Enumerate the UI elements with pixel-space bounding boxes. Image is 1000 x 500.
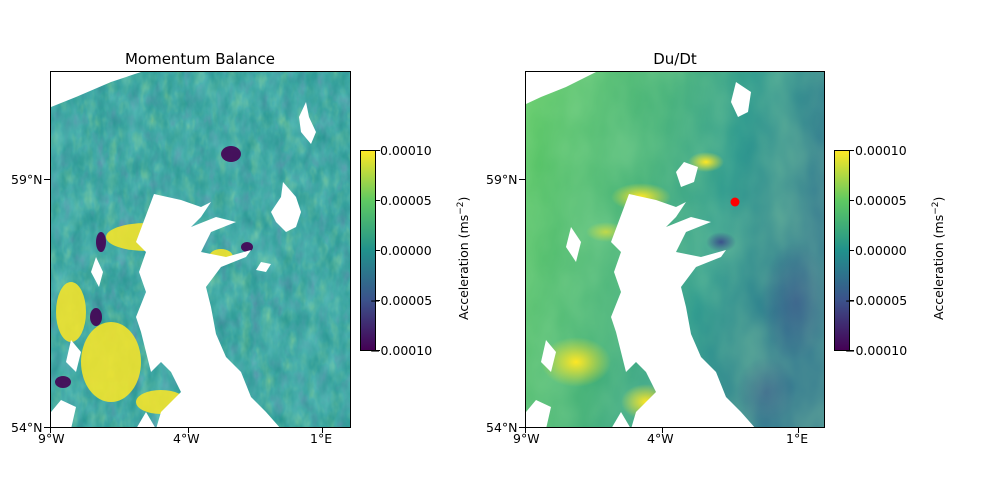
colorbar-tick-label: −0.00010 — [370, 343, 433, 358]
colorbar — [834, 150, 850, 351]
colorbar-tick-label: 0.00010 — [855, 143, 907, 158]
tick-mark — [519, 427, 525, 428]
no-data-corner — [526, 72, 596, 104]
colorbar-tick — [850, 150, 854, 151]
colorbar-tick — [850, 250, 854, 251]
tick-mark — [798, 428, 799, 433]
colorbar-title-text: Acceleration (ms — [931, 214, 947, 320]
colorbar-tick-label: −0.00005 — [370, 293, 433, 308]
map-momentum-balance[interactable] — [50, 71, 351, 428]
colorbar-tick — [376, 350, 380, 351]
tick-mark — [322, 428, 323, 433]
colorbar-title: Acceleration (ms−2) — [456, 197, 471, 320]
colorbar-tick-label: −0.00010 — [845, 343, 908, 358]
x-tick-label: 1°E — [786, 431, 809, 446]
colorbar-title-exponent: −2 — [456, 201, 466, 215]
land — [526, 82, 755, 427]
colorbar-title-close: ) — [456, 196, 472, 202]
location-marker — [730, 197, 740, 207]
tick-mark — [44, 179, 50, 180]
x-tick-label: 1°E — [310, 431, 333, 446]
colorbar-tick — [850, 300, 854, 301]
tick-mark — [50, 428, 51, 433]
y-tick-label: 59°N — [11, 172, 43, 187]
tick-mark — [525, 428, 526, 433]
colorbar-title: Acceleration (ms−2) — [931, 197, 946, 320]
colorbar-tick — [376, 300, 380, 301]
tick-mark — [188, 428, 189, 433]
colorbar-tick — [850, 200, 854, 201]
low-anomaly-patches — [706, 232, 824, 427]
colorbar-title-text: Acceleration (ms — [456, 214, 472, 320]
panel-title: Momentum Balance — [124, 50, 276, 68]
colorbar-title-exponent: −2 — [931, 201, 941, 215]
colorbar-tick-label: −0.00005 — [845, 293, 908, 308]
colorbar-tick-label: 0.00000 — [380, 243, 432, 258]
colorbar-tick — [850, 350, 854, 351]
colorbar-tick-label: 0.00005 — [855, 193, 907, 208]
land — [51, 102, 316, 427]
y-tick-label: 54°N — [11, 420, 43, 435]
colorbar-tick-label: 0.00005 — [380, 193, 432, 208]
x-tick-label: 4°W — [173, 431, 200, 446]
x-tick-label: 9°W — [513, 431, 540, 446]
colorbar-title-close: ) — [931, 196, 947, 202]
colorbar-tick — [376, 150, 380, 151]
colorbar — [360, 150, 376, 351]
tick-mark — [519, 179, 525, 180]
colorbar-tick-label: 0.00000 — [855, 243, 907, 258]
map-du-dt[interactable] — [525, 71, 825, 428]
colorbar-tick — [376, 200, 380, 201]
low-anomaly-patches — [55, 146, 253, 388]
y-tick-label: 59°N — [486, 172, 518, 187]
panel-title: Du/Dt — [653, 50, 697, 68]
x-tick-label: 9°W — [38, 431, 65, 446]
no-data-corner — [51, 72, 141, 107]
colorbar-tick — [376, 250, 380, 251]
tick-mark — [44, 427, 50, 428]
colorbar-tick-label: 0.00010 — [380, 143, 432, 158]
tick-mark — [662, 428, 663, 433]
y-tick-label: 54°N — [486, 420, 518, 435]
x-tick-label: 4°W — [647, 431, 674, 446]
